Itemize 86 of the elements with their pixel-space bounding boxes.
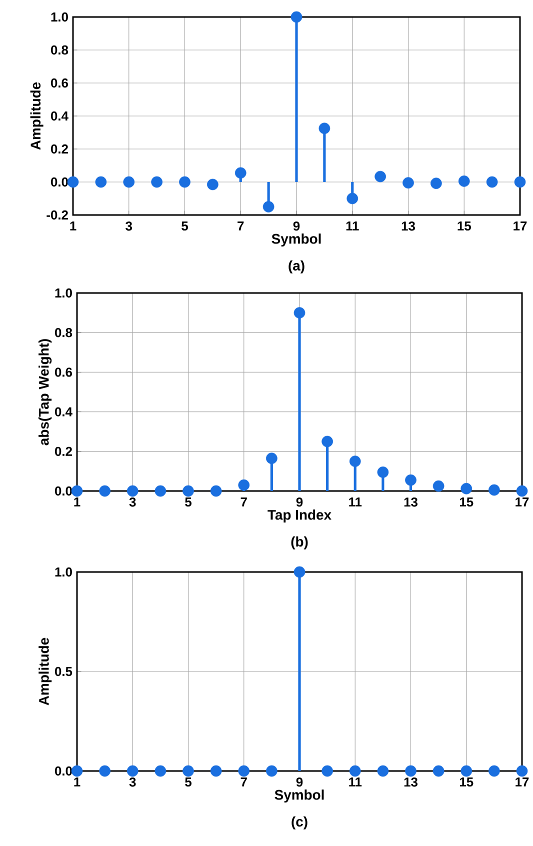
point	[99, 485, 110, 497]
x-tick-label: 13	[402, 222, 415, 231]
x-axis-title: Symbol	[272, 234, 321, 247]
y-tick-label: -0.2	[46, 210, 68, 220]
point	[238, 479, 250, 491]
x-tick-label: 11	[346, 222, 359, 230]
x-tick-label: 7	[238, 222, 244, 230]
point	[294, 307, 306, 318]
point	[374, 170, 386, 182]
x-tick-label: 13	[404, 778, 418, 787]
x-tick-label: 3	[129, 498, 136, 507]
y-tick-label: 0.0	[54, 766, 72, 776]
x-tick-label: 9	[293, 222, 300, 231]
point	[71, 485, 83, 497]
point	[182, 485, 194, 497]
point	[377, 466, 389, 478]
y-tick-label: 0.2	[54, 446, 72, 456]
text: (b)	[291, 536, 308, 550]
point	[290, 11, 302, 23]
x-tick-label: 9	[296, 498, 303, 507]
x-tick-label: 9	[296, 778, 303, 787]
point	[234, 167, 246, 179]
point	[432, 480, 444, 492]
point	[95, 176, 107, 188]
y-tick-label: 1.0	[51, 12, 68, 22]
x-tick-label: 3	[129, 778, 136, 787]
x-tick-label: 15	[460, 498, 474, 507]
x-tick-label: 5	[182, 222, 188, 231]
y-tick-label: 0.8	[50, 45, 68, 55]
point	[318, 122, 330, 134]
x-tick-label: 17	[516, 498, 529, 506]
x-axis-title: Tap Index	[268, 510, 332, 523]
point	[346, 192, 358, 204]
point	[262, 201, 274, 212]
point	[126, 485, 138, 497]
point	[402, 177, 414, 189]
point	[460, 482, 472, 494]
x-tick-label: 15	[458, 222, 471, 231]
point	[486, 176, 498, 188]
point	[458, 176, 470, 187]
x-tick-label: 7	[240, 498, 247, 506]
y-tick-label: 0.5	[54, 666, 72, 676]
x-tick-label: 11	[349, 778, 362, 786]
y-tick-label: 1.0	[55, 567, 72, 577]
y-tick-label: 1.0	[55, 288, 72, 298]
y-tick-label: 0.0	[50, 177, 68, 187]
y-tick-label: 0.4	[54, 407, 72, 416]
point	[266, 452, 278, 464]
y-axis-title: abs(Tap Weight)	[38, 339, 52, 446]
point	[210, 485, 222, 497]
y-tick-label: 0.6	[50, 78, 68, 88]
y-axis-title: Amplitude	[30, 82, 44, 150]
x-axis-title: Symbol	[274, 790, 324, 803]
x-tick-label: 3	[126, 222, 132, 231]
point	[123, 176, 135, 188]
y-tick-label: 0.4	[50, 111, 68, 121]
point	[405, 474, 416, 486]
point	[430, 178, 442, 189]
x-tick-label: 5	[185, 778, 192, 787]
point	[322, 436, 333, 448]
point	[516, 485, 528, 497]
text: (c)	[292, 816, 308, 830]
x-tick-label: 7	[240, 778, 247, 786]
text: (a)	[288, 260, 304, 274]
x-tick-label: 17	[516, 778, 529, 786]
point	[207, 178, 218, 190]
x-tick-label: 5	[185, 498, 192, 507]
x-tick-label: 13	[404, 498, 418, 507]
x-tick-label: 11	[349, 498, 362, 506]
x-tick-label: 1	[74, 778, 80, 786]
point	[154, 485, 166, 497]
y-tick-label: 0.6	[54, 368, 72, 377]
point	[514, 176, 526, 188]
point	[67, 176, 79, 188]
y-tick-label: 0.0	[54, 486, 72, 496]
point	[488, 484, 500, 496]
y-tick-label: 0.2	[50, 144, 68, 154]
x-tick-label: 15	[460, 778, 474, 787]
x-tick-label: 1	[70, 222, 76, 230]
x-tick-label: 17	[514, 222, 527, 230]
point	[179, 176, 190, 188]
y-tick-label: 0.8	[54, 328, 72, 338]
point	[151, 176, 162, 188]
point	[349, 456, 361, 467]
y-axis-title: Amplitude	[38, 638, 52, 706]
x-tick-label: 1	[74, 498, 80, 506]
